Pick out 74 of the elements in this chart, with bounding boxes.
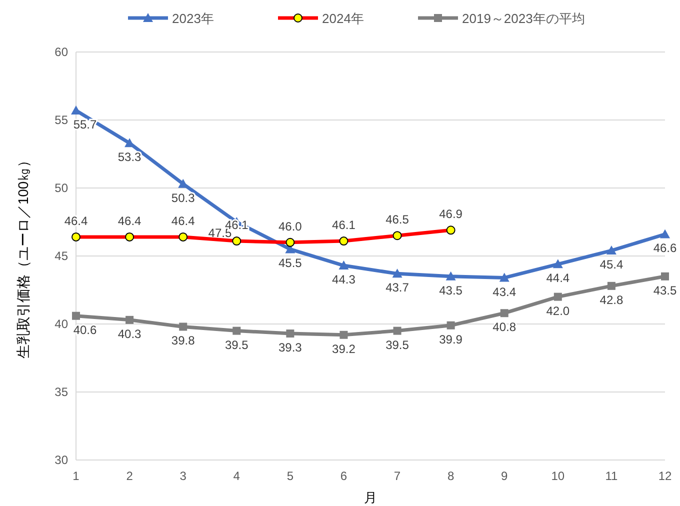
x-tick-label: 1: [72, 469, 80, 483]
legend-label: 2024年: [322, 11, 364, 26]
x-tick-label: 11: [605, 469, 618, 483]
x-tick-label: 2: [126, 469, 134, 483]
y-tick-label: 35: [54, 385, 68, 399]
x-tick-label: 5: [286, 469, 294, 483]
x-tick-label: 10: [551, 469, 565, 483]
x-axis-title: 月: [364, 490, 377, 505]
data-label: 55.7: [73, 117, 97, 132]
data-label: 43.7: [386, 280, 410, 295]
point: [554, 292, 562, 301]
y-tick-label: 55: [54, 113, 68, 127]
point: [661, 272, 669, 280]
point: [126, 316, 134, 324]
y-tick-label: 30: [54, 453, 68, 467]
y-tick-label: 40: [54, 317, 68, 331]
data-label: 46.0: [278, 219, 302, 234]
x-tick-label: 6: [340, 469, 348, 483]
data-label: 50.3: [171, 190, 196, 205]
data-label: 46.5: [386, 212, 410, 227]
data-label: 46.4: [64, 214, 88, 228]
x-tick-label: 4: [233, 469, 240, 483]
y-axis-title: 生乳取引価格（ユーロ／100㎏）: [15, 153, 31, 359]
y-tick-label: 60: [54, 45, 68, 59]
data-label: 45.5: [278, 256, 302, 270]
point: [446, 271, 456, 280]
data-label: 39.5: [224, 338, 249, 352]
point: [499, 272, 510, 282]
data-label: 42.0: [546, 304, 570, 318]
point: [500, 309, 508, 318]
x-tick-label: 7: [394, 469, 401, 483]
data-label: 44.3: [332, 272, 356, 287]
data-label: 40.6: [73, 322, 97, 337]
y-tick-label: 45: [54, 249, 68, 263]
data-label: 53.3: [118, 150, 142, 164]
x-tick-label: 9: [501, 469, 508, 483]
data-label: 46.4: [171, 214, 196, 228]
point: [660, 229, 670, 238]
y-tick-label: 50: [54, 181, 68, 195]
data-label: 46.1: [332, 218, 356, 232]
x-tick-label: 3: [180, 469, 187, 483]
data-label: 39.3: [278, 340, 302, 355]
point: [607, 282, 616, 290]
legend-label: 2019～2023年の平均: [462, 11, 585, 26]
point: [71, 105, 81, 114]
data-label: 39.2: [332, 342, 356, 356]
data-label: 39.5: [386, 338, 410, 352]
data-label: 42.8: [600, 292, 624, 307]
point: [340, 330, 348, 339]
data-label: 43.5: [439, 283, 463, 298]
point: [552, 259, 563, 268]
point: [338, 260, 349, 270]
x-tick-label: 8: [447, 469, 454, 483]
point: [232, 326, 241, 335]
point: [72, 312, 80, 320]
point: [179, 322, 188, 331]
data-label: 43.4: [492, 284, 516, 299]
point: [392, 268, 402, 278]
point: [446, 321, 455, 330]
point: [286, 330, 294, 338]
data-label: 43.5: [653, 283, 677, 298]
data-label: 39.9: [439, 332, 463, 346]
data-label: 46.6: [653, 241, 677, 256]
data-label: 45.4: [600, 258, 624, 272]
data-label: 39.8: [171, 334, 196, 348]
legend-label: 2023年: [172, 11, 214, 26]
data-label: 46.4: [118, 214, 142, 228]
data-label: 40.8: [492, 320, 516, 334]
x-tick-label: 12: [658, 469, 672, 483]
data-label: 40.3: [118, 326, 142, 341]
point: [393, 326, 402, 335]
point: [606, 246, 616, 255]
data-label: 46.9: [439, 207, 463, 222]
data-label: 44.4: [546, 271, 570, 286]
